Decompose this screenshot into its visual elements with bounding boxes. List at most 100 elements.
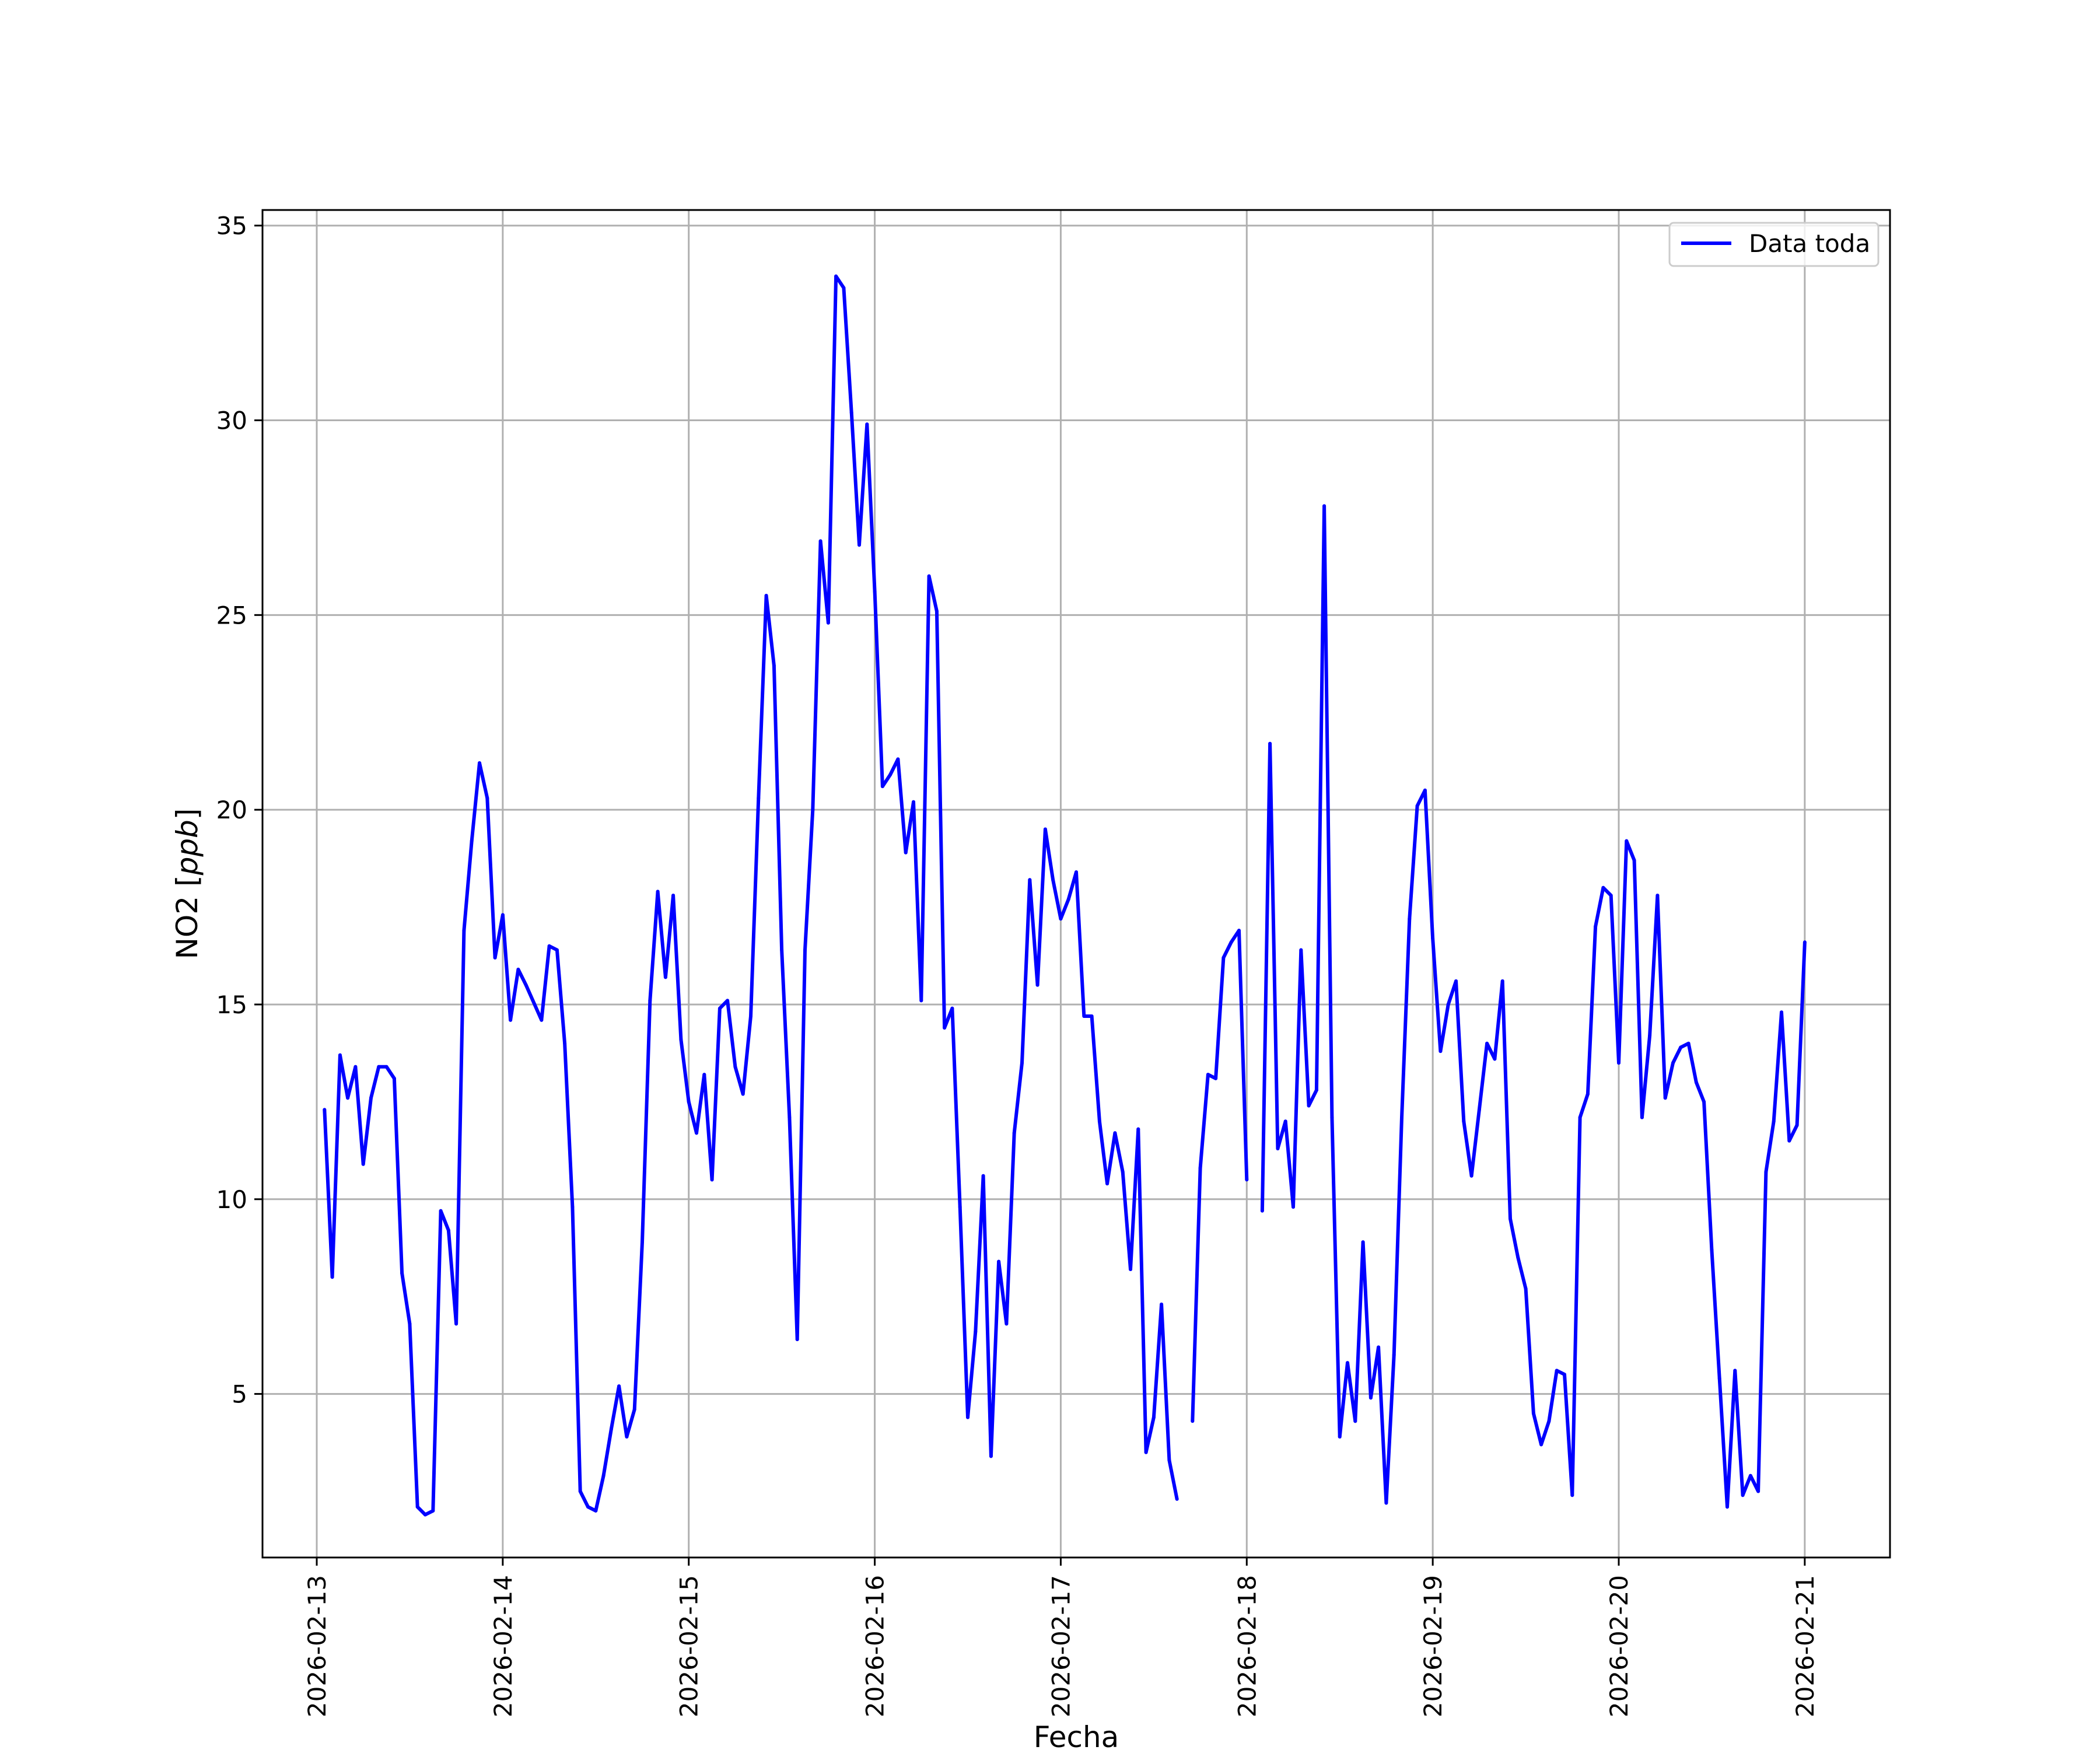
- data-point: [454, 1322, 459, 1326]
- legend-label-data-toda: Data toda: [1749, 229, 1870, 258]
- data-point: [826, 621, 830, 625]
- data-point: [818, 539, 822, 543]
- data-point: [1268, 741, 1272, 746]
- data-point: [1663, 1096, 1667, 1100]
- data-point: [912, 800, 915, 804]
- data-point: [981, 1174, 985, 1178]
- data-point: [1438, 1049, 1443, 1054]
- data-point: [1531, 1412, 1535, 1415]
- data-point: [1043, 827, 1047, 831]
- data-point: [865, 422, 869, 426]
- data-point: [586, 1505, 590, 1509]
- data-point: [1222, 956, 1226, 960]
- data-point: [1733, 1368, 1737, 1373]
- data-point: [1640, 1115, 1644, 1119]
- data-point: [1198, 1166, 1202, 1170]
- data-point: [842, 286, 846, 290]
- data-point: [772, 664, 776, 668]
- data-point: [1469, 1174, 1474, 1178]
- data-point: [1423, 788, 1427, 792]
- data-point: [1012, 1131, 1016, 1135]
- x-tick-label: 2026-02-17: [1046, 1575, 1075, 1717]
- data-point: [516, 967, 520, 971]
- legend: Data toda: [1668, 222, 1880, 267]
- data-point: [888, 773, 892, 777]
- data-point: [384, 1065, 388, 1069]
- data-point: [1066, 897, 1070, 901]
- data-point: [1330, 1115, 1334, 1119]
- y-tick-label: 30: [216, 407, 247, 435]
- data-point: [431, 1508, 435, 1513]
- data-point: [1384, 1501, 1388, 1505]
- data-point: [1570, 1493, 1574, 1497]
- data-point: [1292, 1205, 1295, 1209]
- data-point: [1617, 1061, 1620, 1065]
- data-point: [764, 594, 768, 597]
- data-point: [1136, 1127, 1140, 1131]
- data-point: [547, 944, 551, 948]
- x-tick-label: 2026-02-19: [1419, 1575, 1447, 1717]
- data-point: [1764, 1170, 1768, 1174]
- data-point: [1035, 983, 1040, 987]
- data-point: [1431, 936, 1435, 940]
- data-point: [648, 999, 652, 1003]
- data-point: [1756, 1489, 1760, 1493]
- data-point: [369, 1096, 373, 1100]
- data-point: [1516, 1255, 1520, 1259]
- y-tick-label: 20: [216, 796, 247, 824]
- data-point: [880, 785, 884, 789]
- data-point: [1500, 979, 1504, 983]
- data-point: [1462, 1119, 1466, 1124]
- data-point: [1307, 1104, 1311, 1108]
- data-point: [1237, 929, 1241, 933]
- x-gridlines: [316, 210, 1806, 1558]
- data-point: [446, 1228, 450, 1233]
- data-point: [1314, 1088, 1318, 1092]
- data-point: [1717, 1376, 1721, 1380]
- data-point: [1671, 1061, 1675, 1065]
- data-point: [1276, 1147, 1280, 1150]
- data-point: [478, 761, 481, 765]
- data-point: [1113, 1131, 1117, 1135]
- data-point: [1679, 1045, 1683, 1049]
- data-point: [1005, 1322, 1009, 1326]
- x-tick-label: 2026-02-16: [861, 1575, 890, 1717]
- data-point: [1245, 1178, 1249, 1182]
- data-point: [640, 1240, 644, 1244]
- data-point: [609, 1427, 613, 1431]
- data-point: [904, 850, 908, 855]
- data-point: [927, 574, 931, 578]
- y-tick-label: 15: [216, 991, 247, 1019]
- data-point: [346, 1096, 350, 1100]
- data-point: [780, 948, 784, 952]
- data-point: [1477, 1108, 1481, 1112]
- data-point: [1454, 979, 1458, 983]
- data-point: [1121, 1170, 1125, 1174]
- data-point: [919, 999, 923, 1003]
- data-point: [663, 975, 667, 979]
- data-point: [1632, 858, 1636, 862]
- data-point: [501, 913, 505, 917]
- data-point: [408, 1322, 412, 1326]
- data-point: [788, 1115, 792, 1119]
- data-point: [943, 1026, 947, 1030]
- data-point: [1710, 1248, 1714, 1252]
- data-point: [710, 1178, 714, 1182]
- data-point: [989, 1454, 993, 1458]
- data-point: [601, 1474, 606, 1478]
- data-point: [1787, 1139, 1791, 1143]
- series-data-toda: [323, 274, 1807, 1517]
- data-point: [1726, 1505, 1729, 1509]
- data-point: [1144, 1450, 1148, 1454]
- data-point: [323, 1108, 327, 1112]
- data-point: [958, 1205, 962, 1209]
- data-point: [1686, 1041, 1690, 1045]
- data-point: [718, 1006, 722, 1010]
- data-point: [1586, 1092, 1590, 1096]
- data-point: [1175, 1497, 1179, 1501]
- data-point: [1748, 1474, 1752, 1478]
- y-axis-label: NO2 [ppb]: [170, 808, 204, 960]
- data-point: [1648, 1034, 1652, 1038]
- data-point: [803, 948, 807, 952]
